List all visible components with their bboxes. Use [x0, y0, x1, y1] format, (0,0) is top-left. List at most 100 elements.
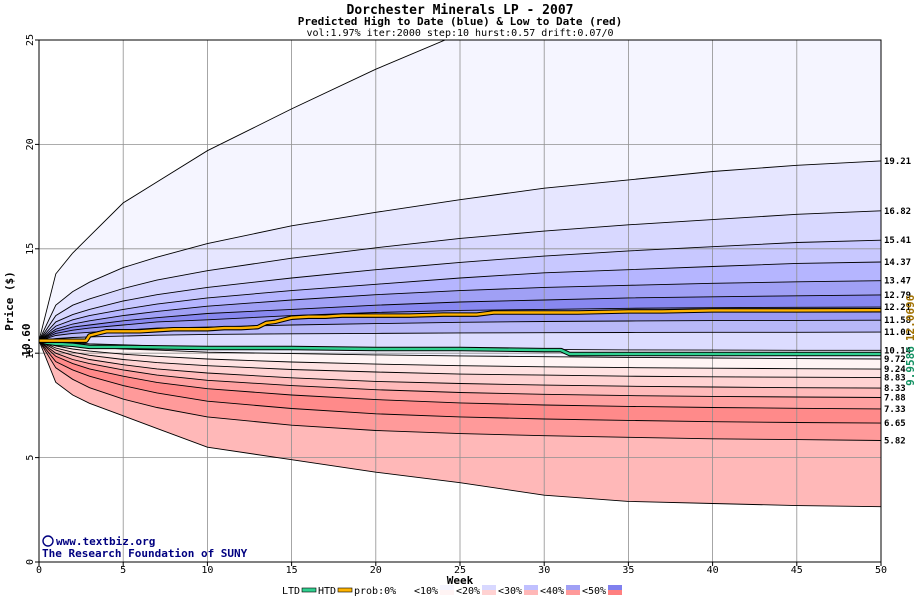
htd-line: [39, 309, 881, 342]
legend-prob-swatch-high: [482, 585, 496, 590]
quantile-line: [39, 340, 881, 508]
legend-prob-swatch-high: [398, 585, 412, 590]
probability-band: [39, 307, 881, 341]
htd-ltd-lines: [39, 307, 881, 357]
x-tick-label: 5: [120, 565, 126, 576]
end-value-labels: 19.21 16.82 15.41 14.37 13.47 12.79 12.21 11.58…: [884, 157, 912, 447]
quantile-line: [39, 210, 881, 341]
probability-band: [39, 280, 881, 341]
legend: LTD HTD prob:0% <10% <20% <30% <40% <50%: [282, 585, 622, 597]
end-value-label: 8.33: [884, 384, 906, 394]
x-tick-label: 40: [707, 565, 719, 576]
legend-htd-swatch: [337, 587, 353, 593]
probability-band: [39, 340, 881, 370]
legend-prob-label: prob:0%: [354, 586, 396, 597]
legend-prob-swatch-low: [524, 590, 538, 595]
ltd-line: [39, 339, 881, 356]
end-value-label: 11.58: [884, 316, 911, 326]
x-tick-label: 25: [454, 565, 466, 576]
x-tick-label: 0: [36, 565, 42, 576]
legend-prob-swatch-low: [482, 590, 496, 595]
y-tick-label: 5: [25, 455, 36, 461]
end-value-label: 13.47: [884, 277, 911, 287]
start-price-label: 10.60: [20, 323, 33, 356]
legend-prob-label: <40%: [540, 586, 564, 597]
end-value-label: 9.72: [884, 355, 906, 365]
chart-title: Dorchester Minerals LP - 2007: [347, 3, 574, 18]
credit-organization: The Research Foundation of SUNY: [42, 547, 248, 560]
quantile-line: [39, 294, 881, 342]
quantile-line: [39, 340, 881, 410]
legend-ltd-label: LTD: [282, 586, 300, 597]
end-value-label: 7.33: [884, 405, 906, 415]
quantile-line: [39, 340, 881, 389]
end-value-label: 19.21: [884, 157, 911, 167]
legend-prob-swatch-low: [608, 590, 622, 595]
end-value-label: 14.37: [884, 258, 911, 268]
legend-prob-label: <10%: [414, 586, 438, 597]
x-tick-label: 45: [791, 565, 803, 576]
end-value-label: 15.41: [884, 236, 911, 246]
x-axis-ticks: 0 5 10 15 20 25 30 35 40 45 50: [36, 562, 887, 576]
chart-params: vol:1.97% iter:2000 step:10 hurst:0.57 d…: [306, 28, 613, 39]
probability-band: [39, 340, 881, 441]
legend-prob-label: <20%: [456, 586, 480, 597]
quantile-line: [39, 261, 881, 342]
y-tick-label: 20: [25, 138, 36, 150]
end-value-label: 5.82: [884, 436, 906, 446]
y-tick-label: 15: [25, 243, 36, 255]
quantile-line: [39, 40, 447, 341]
end-value-label: 16.82: [884, 207, 911, 217]
legend-prob-label: <30%: [498, 586, 522, 597]
legend-prob-swatch-low: [566, 590, 580, 595]
chart-subtitle: Predicted High to Date (blue) & Low to D…: [298, 15, 623, 28]
quantile-line: [39, 340, 881, 441]
legend-prob-label: <50%: [582, 586, 606, 597]
y-axis-ticks: 0 5 10 15 20 25: [25, 34, 39, 565]
probability-band: [39, 340, 881, 507]
end-value-label: 9.24: [884, 365, 906, 375]
legend-htd-label: HTD: [318, 586, 336, 597]
ltd-end-value: 9.9586: [904, 346, 917, 386]
end-value-label: 10.14: [884, 346, 912, 356]
probability-band: [39, 160, 881, 341]
x-tick-label: 30: [538, 565, 550, 576]
end-value-label: 8.83: [884, 374, 906, 384]
quantile-line: [39, 331, 881, 342]
x-tick-label: 50: [875, 565, 887, 576]
legend-prob-swatch-low: [398, 590, 412, 595]
credits: www.textbiz.org The Research Foundation …: [42, 535, 248, 560]
probability-band: [39, 210, 881, 341]
probability-band: [39, 262, 881, 341]
quantile-line: [39, 340, 881, 424]
copyright-icon: [42, 535, 54, 547]
probability-band: [39, 340, 881, 424]
probability-band: [39, 294, 881, 341]
quantile-line: [39, 340, 881, 379]
end-value-label: 12.79: [884, 291, 911, 301]
end-value-label: 12.21: [884, 303, 911, 313]
credit-website: www.textbiz.org: [56, 535, 155, 548]
x-axis-label: Week: [447, 574, 474, 587]
quantile-line: [39, 280, 881, 342]
quantile-line: [39, 340, 881, 370]
probability-band: [39, 340, 881, 378]
quantile-line: [39, 239, 881, 341]
legend-prob-swatch-high: [566, 585, 580, 590]
quantile-line: [39, 319, 881, 342]
legend-prob-swatch-low: [440, 590, 454, 595]
end-value-label: 11.01: [884, 328, 911, 338]
y-tick-label: 10: [25, 347, 36, 359]
x-tick-label: 15: [286, 565, 298, 576]
y-tick-label: 0: [25, 559, 36, 565]
probability-band: [39, 240, 881, 341]
end-value-label: 6.65: [884, 419, 906, 429]
legend-ltd-swatch: [301, 587, 317, 593]
x-tick-label: 10: [201, 565, 213, 576]
end-value-label: 7.88: [884, 393, 906, 403]
x-tick-label: 20: [370, 565, 382, 576]
y-axis-label: Price ($): [3, 271, 16, 331]
y-tick-label: 25: [25, 34, 36, 46]
legend-prob-swatch-high: [608, 585, 622, 590]
